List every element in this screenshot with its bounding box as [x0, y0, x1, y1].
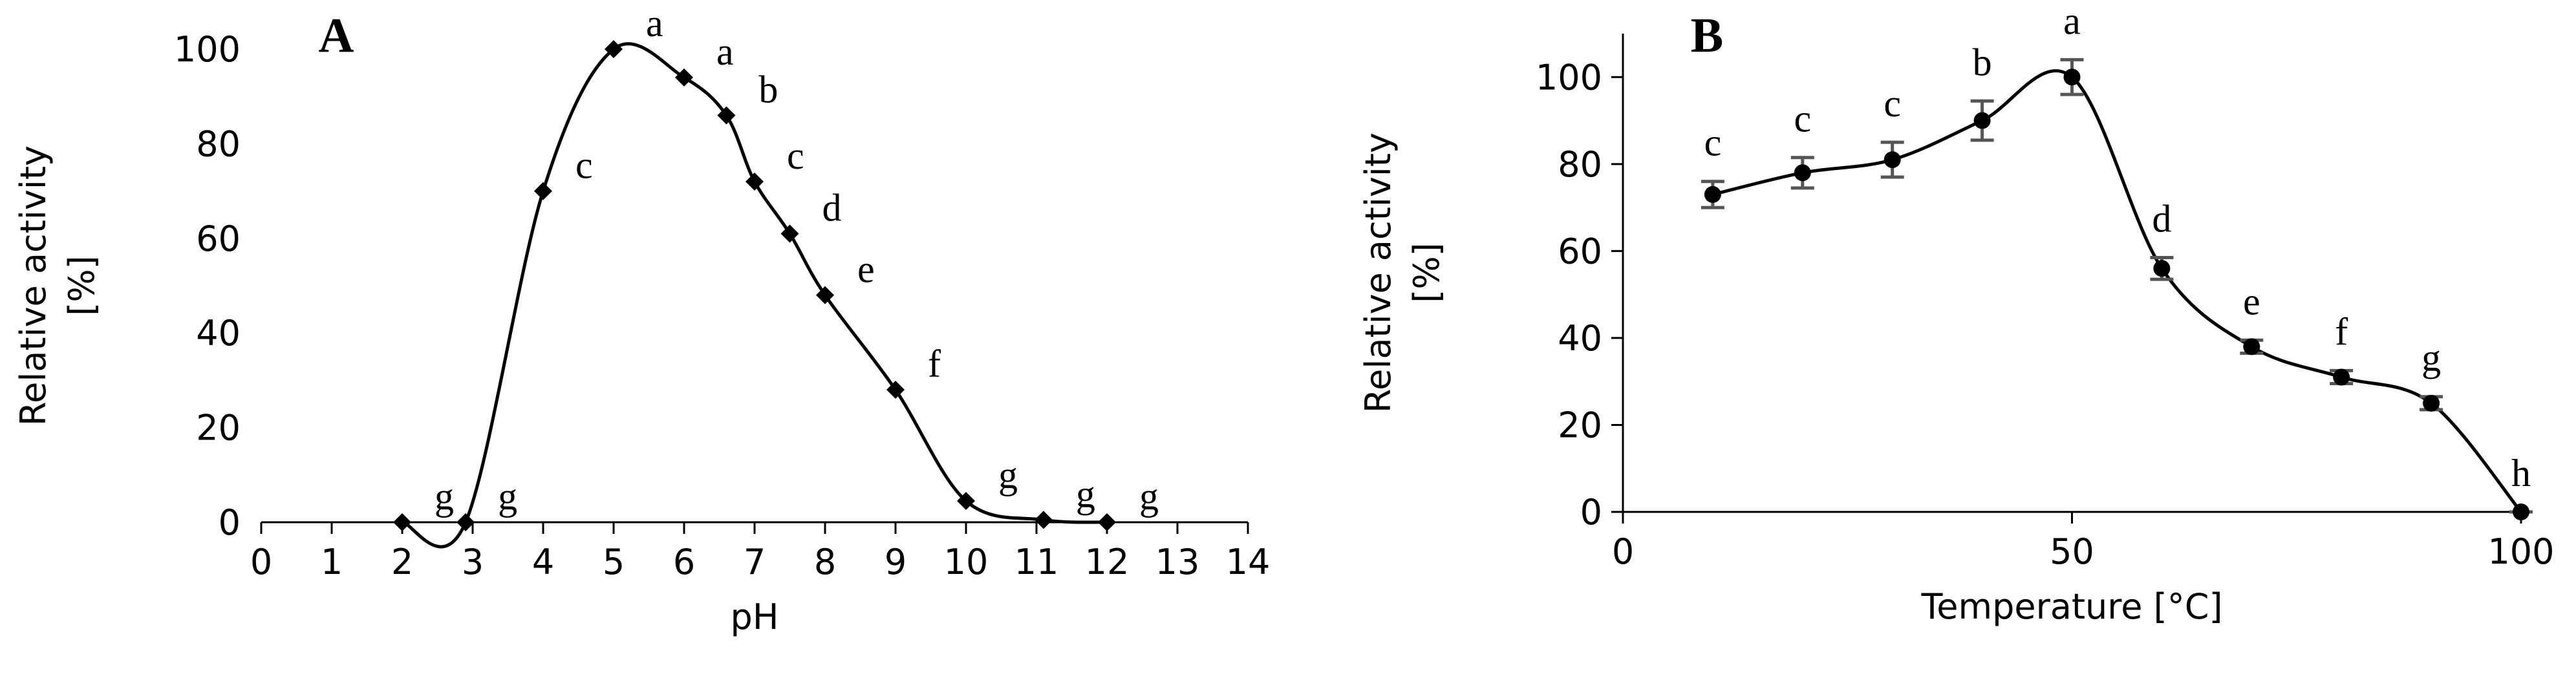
point: [2153, 260, 2171, 277]
point: [780, 224, 799, 243]
x-tick-label: 100: [2487, 531, 2554, 572]
y-tick-label: 60: [196, 218, 241, 259]
x-tick-label: 0: [250, 542, 272, 582]
x-tick-label: 8: [814, 542, 836, 582]
point: [1704, 186, 1721, 203]
x-tick-label: 4: [532, 542, 554, 582]
x-axis-label: Temperature [°C]: [1920, 586, 2222, 627]
point-label: g: [1139, 475, 1159, 518]
point-label: a: [2063, 0, 2081, 42]
point: [2333, 368, 2350, 386]
y-tick-label: 60: [1558, 231, 1602, 271]
y-axis-label: Relative activity: [13, 145, 54, 426]
point: [886, 381, 905, 399]
point: [605, 40, 623, 58]
x-axis-label: pH: [731, 597, 779, 637]
point-label: a: [646, 2, 663, 45]
y-tick-label: 20: [1558, 405, 1602, 445]
y-axis-label: Relative activity: [1358, 132, 1399, 413]
point: [456, 513, 475, 531]
point-label: f: [928, 343, 941, 385]
point: [534, 182, 552, 200]
y-tick-label: 100: [174, 29, 241, 70]
y-tick-label: 0: [219, 502, 241, 543]
y-tick-label: 40: [196, 313, 241, 354]
point-label: g: [1076, 472, 1095, 515]
point-label: g: [998, 454, 1018, 496]
x-tick-label: 9: [885, 542, 907, 582]
point-label: c: [1794, 98, 1811, 140]
chart-title: B: [1691, 8, 1724, 63]
point-label: b: [1973, 41, 1992, 83]
point: [393, 513, 411, 531]
point: [1034, 511, 1053, 529]
point-label: c: [1704, 122, 1722, 164]
point-label: g: [2421, 337, 2441, 379]
line: [402, 42, 1108, 549]
x-tick-label: 3: [462, 542, 484, 582]
point: [957, 492, 975, 511]
x-tick-label: 13: [1155, 542, 1200, 582]
point-label: e: [2243, 280, 2260, 323]
point-label: d: [822, 186, 842, 229]
point-label: e: [857, 248, 875, 291]
chart-title: A: [319, 8, 354, 63]
line: [1712, 69, 2522, 513]
point-label: c: [575, 144, 593, 187]
point-label: f: [2335, 310, 2348, 353]
point-label: h: [2511, 452, 2531, 494]
x-tick-label: 1: [321, 542, 343, 582]
y-tick-label: 80: [1558, 144, 1602, 185]
point: [2423, 394, 2440, 412]
y-tick-label: 0: [1580, 492, 1602, 533]
x-tick-label: 50: [2050, 531, 2094, 572]
x-tick-label: 2: [391, 542, 413, 582]
x-tick-label: 11: [1014, 542, 1059, 582]
point: [717, 106, 736, 125]
point: [1794, 164, 1811, 182]
point: [1884, 151, 1901, 169]
x-tick-label: 6: [673, 542, 695, 582]
y-tick-label: 80: [196, 123, 241, 164]
point: [675, 68, 693, 87]
point: [1973, 112, 1991, 129]
point-label: b: [758, 68, 778, 111]
y-tick-label: 100: [1536, 57, 1602, 98]
point-label: c: [1884, 82, 1901, 125]
x-tick-label: 5: [603, 542, 625, 582]
point-label: c: [787, 134, 804, 177]
y-axis-label: [%]: [61, 255, 102, 315]
y-tick-label: 20: [196, 408, 241, 449]
point-label: g: [498, 475, 517, 518]
point-label: g: [435, 475, 454, 518]
point: [2513, 504, 2529, 520]
y-tick-label: 40: [1558, 318, 1602, 359]
x-tick-label: 0: [1612, 531, 1634, 572]
point-label: a: [716, 30, 734, 73]
point-label: d: [2152, 197, 2171, 240]
point: [746, 172, 764, 191]
x-tick-label: 7: [744, 542, 766, 582]
point: [816, 286, 834, 304]
x-tick-label: 10: [944, 542, 989, 582]
point: [2063, 69, 2081, 86]
point: [2243, 338, 2260, 355]
x-tick-label: 14: [1226, 542, 1271, 582]
x-tick-label: 12: [1085, 542, 1130, 582]
y-axis-label: [%]: [1406, 242, 1447, 302]
point: [1098, 513, 1116, 531]
